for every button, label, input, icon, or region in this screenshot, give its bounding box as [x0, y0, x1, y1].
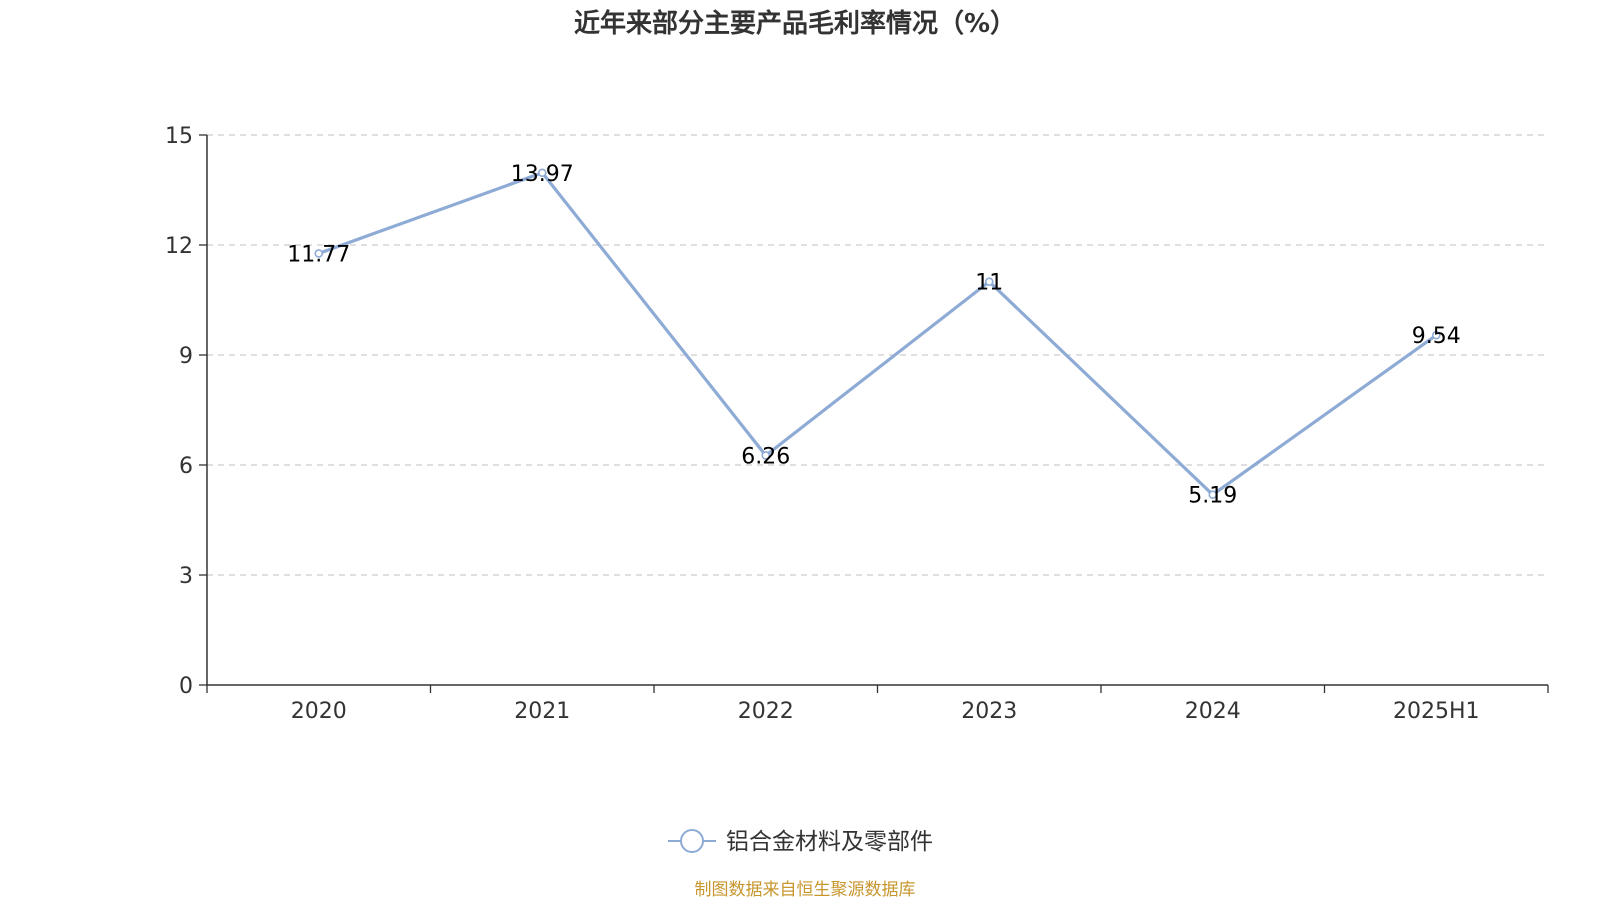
y-tick-label-5: 15 [165, 124, 193, 149]
legend-label: 铝合金材料及零部件 [726, 829, 933, 855]
x-tick-label-3: 2023 [961, 699, 1017, 724]
data-labels: 11.77 13.97 6.26 11 5.19 9.54 [287, 162, 1460, 509]
x-tick-label-1: 2021 [514, 699, 570, 724]
grid-lines [207, 134, 1548, 576]
data-point-1 [537, 168, 547, 178]
data-label-1: 13.97 [511, 162, 574, 187]
series-line-0 [318, 171, 1438, 497]
axes: 0 3 6 9 12 15 2020 2021 2022 2023 2024 2025H1 [165, 124, 1549, 724]
y-tick-label-0: 0 [179, 674, 193, 699]
x-tick-label-5: 2025H1 [1393, 699, 1480, 724]
data-point-4 [1208, 490, 1218, 500]
data-label-2: 6.26 [741, 444, 790, 469]
chart-title: 近年来部分主要产品毛利率情况（%） [574, 8, 1016, 39]
source-note: 制图数据来自恒生聚源数据库 [695, 880, 916, 900]
data-label-4: 5.19 [1188, 484, 1237, 509]
x-tick-label-0: 2020 [291, 699, 347, 724]
series-layer [314, 168, 1441, 500]
legend-circle-marker [680, 829, 704, 853]
y-tick-label-4: 12 [165, 234, 193, 259]
y-tick-label-1: 3 [179, 564, 193, 589]
data-label-0: 11.77 [287, 242, 350, 267]
x-tick-label-4: 2024 [1185, 699, 1241, 724]
x-tick-label-2: 2022 [738, 699, 794, 724]
y-tick-label-3: 9 [179, 344, 193, 369]
data-point-3 [984, 277, 994, 286]
data-point-5 [1431, 330, 1441, 340]
legend[interactable]: 铝合金材料及零部件 [668, 829, 933, 855]
data-point-0 [314, 249, 324, 258]
data-label-3: 11 [975, 271, 1003, 296]
data-point-2 [761, 451, 771, 460]
y-tick-label-2: 6 [179, 454, 193, 479]
data-label-5: 9.54 [1412, 324, 1461, 349]
